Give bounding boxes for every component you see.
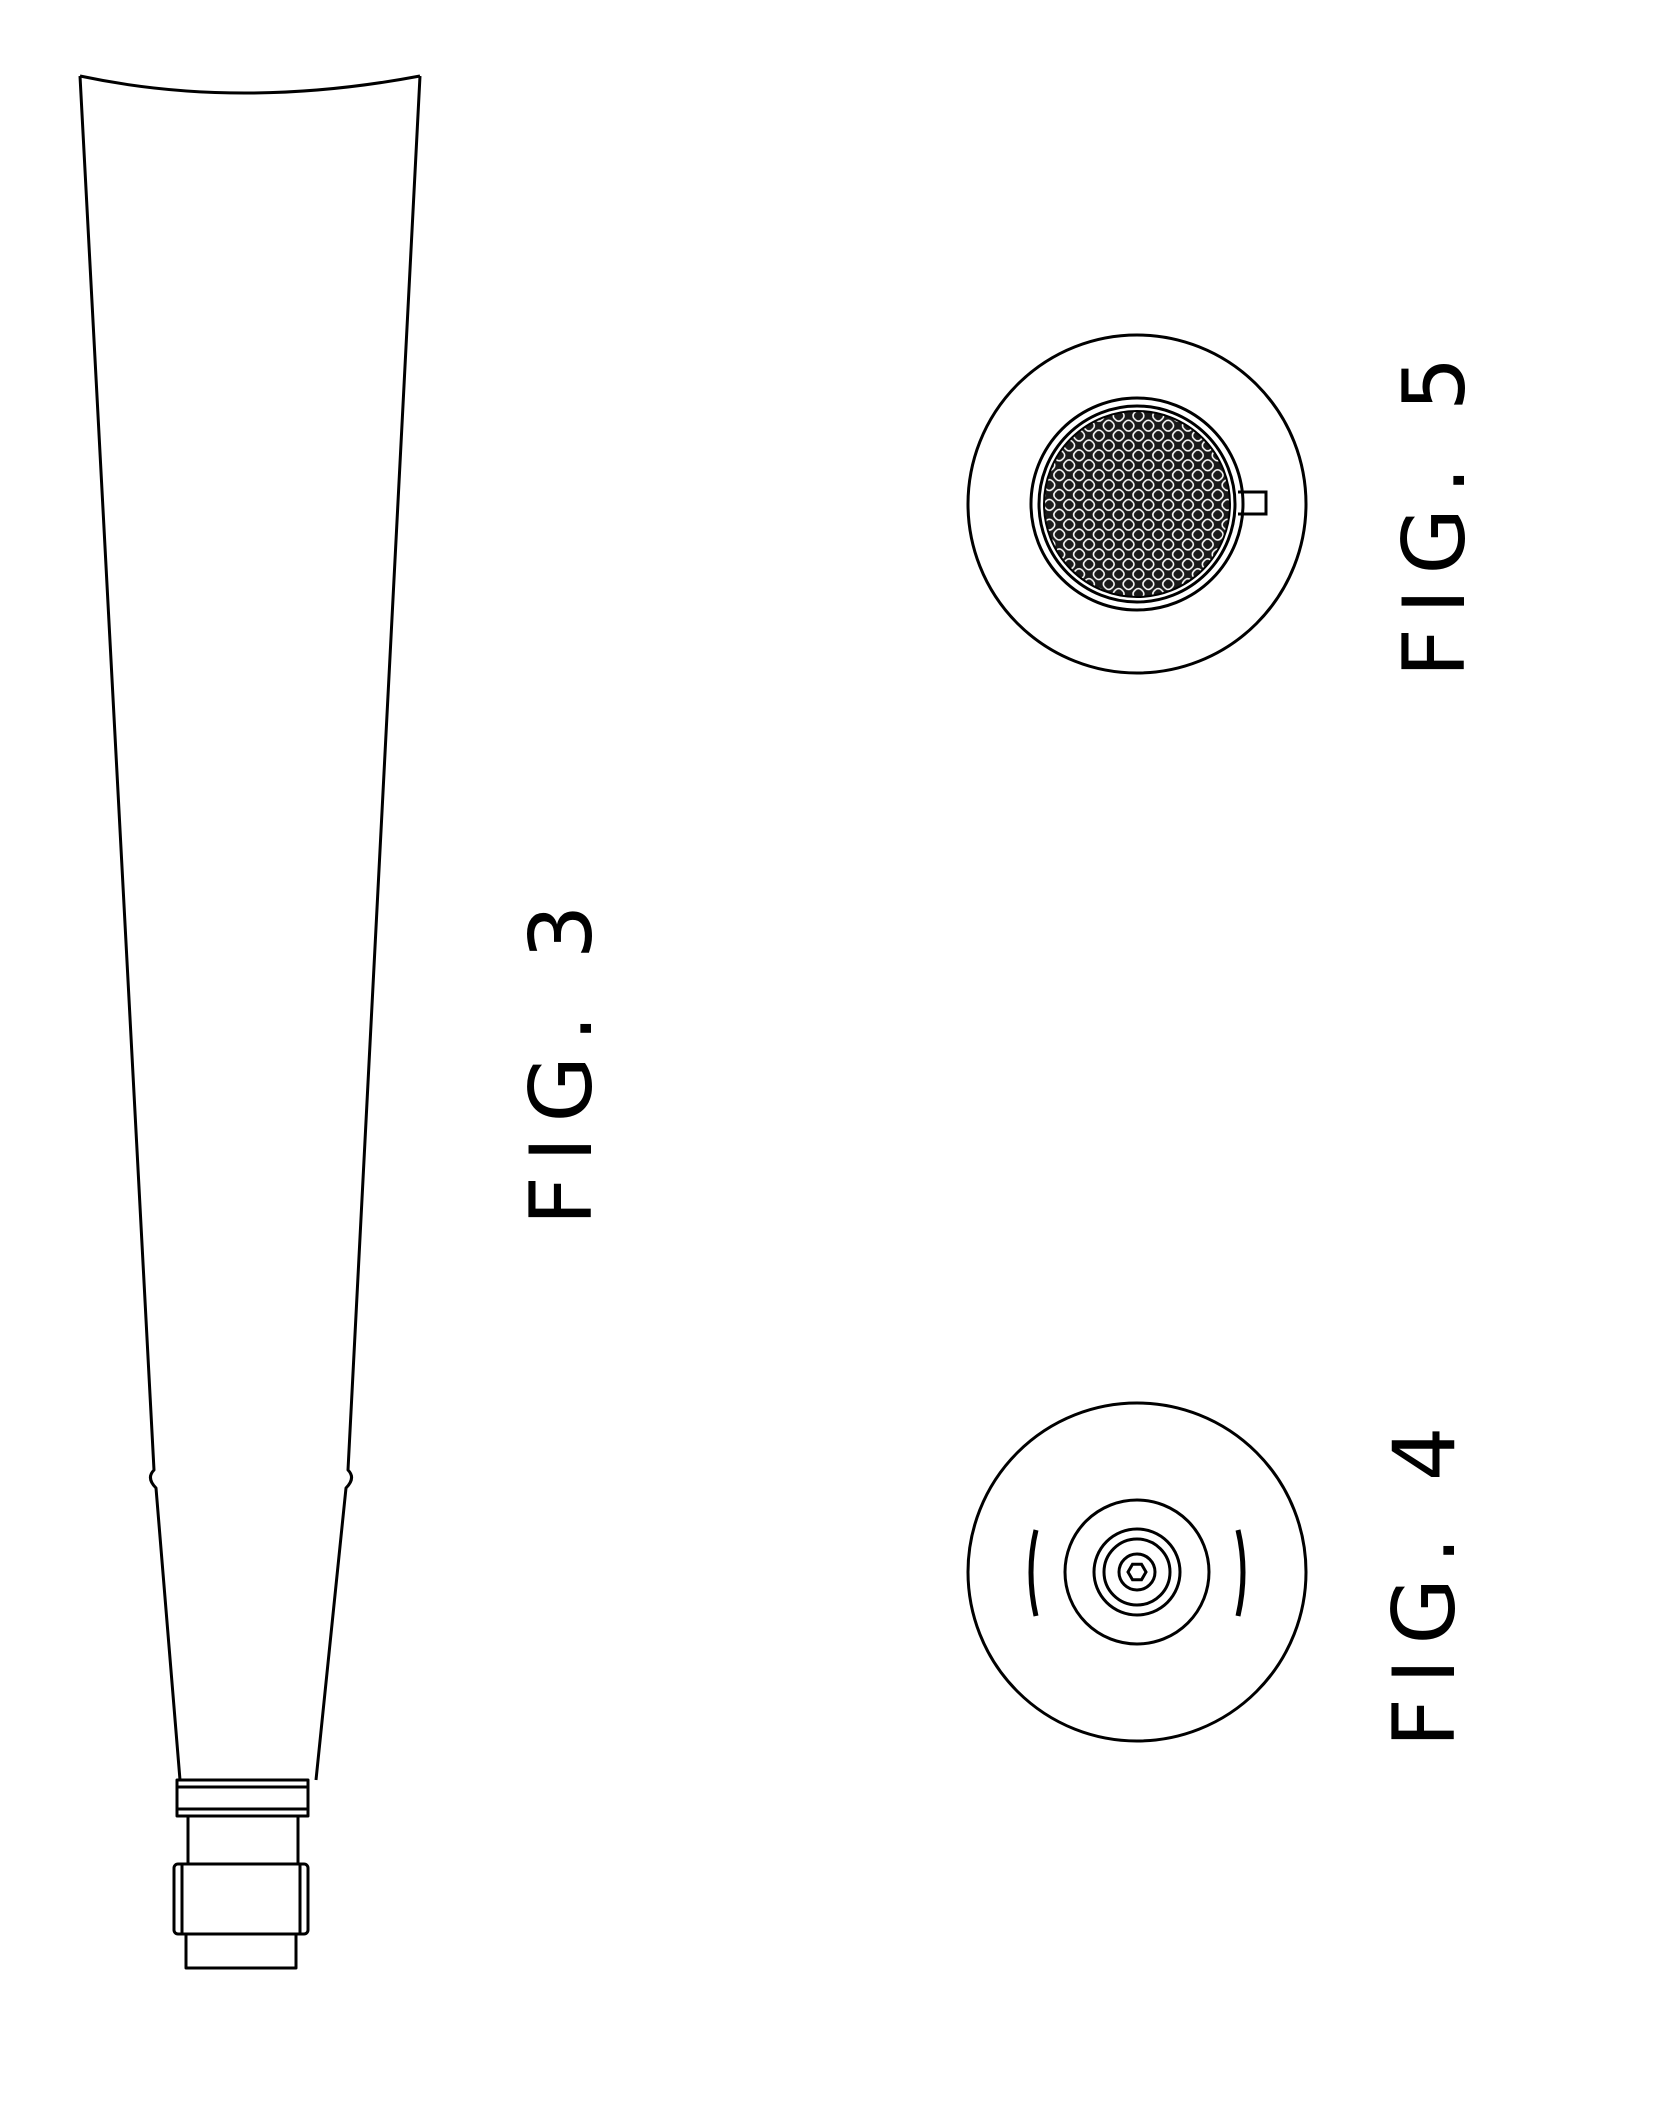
fig4-connector-pin-ring [1119,1554,1155,1590]
fig3-horn-left-edge [80,76,180,1780]
fig4-connector-ring-outer [1065,1500,1209,1644]
fig3-horn-drawing [80,76,420,1968]
fig4-left-arc-mark [1031,1530,1036,1616]
fig4-label: FIG. 4 [1382,1413,1468,1748]
fig3-connector-neck [188,1816,298,1864]
fig4-outer-ring [968,1403,1306,1741]
fig3-connector-tip [186,1934,296,1968]
fig3-connector-body [174,1864,308,1934]
fig5-label: FIG. 5 [1392,343,1478,678]
fig4-connector-ring-inner [1104,1539,1170,1605]
fig5-grille-drawing [968,335,1306,673]
fig4-rear-drawing [968,1403,1306,1741]
fig3-connector-collar [177,1780,308,1816]
fig3-horn-mouth [80,76,420,93]
fig4-connector-ring-mid [1094,1529,1180,1615]
fig4-hex-pin [1128,1564,1146,1580]
fig3-horn-right-edge [316,76,420,1780]
fig3-label: FIG. 3 [519,891,605,1226]
fig4-right-arc-mark [1238,1530,1243,1616]
